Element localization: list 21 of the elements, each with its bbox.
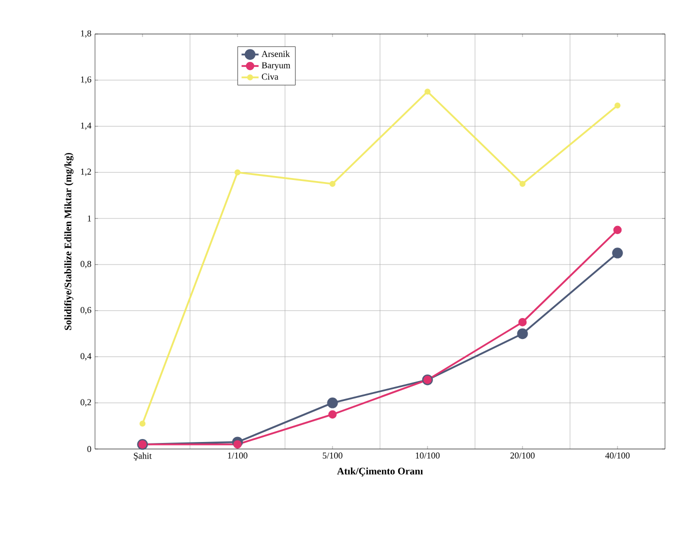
x-tick-label: Şahit [134, 452, 152, 461]
y-tick-label: 1,6 [81, 76, 92, 84]
y-tick-label: 0,6 [80, 306, 92, 314]
y-tick-label: 1,4 [81, 122, 92, 130]
y-tick-label: 1,2 [81, 168, 91, 176]
y-tick-label: 0,8 [80, 260, 92, 268]
legend-label: Arsenik [262, 50, 290, 57]
y-tick-label: 1,8 [81, 30, 92, 38]
x-tick-label: 5/100 [322, 452, 342, 459]
x-tick-label: 20/100 [510, 452, 535, 459]
x-axis-title: Atık/Çimento Oranı [337, 467, 423, 476]
legend-label: Baryum [262, 62, 290, 70]
legend-label: Civa [262, 74, 278, 80]
x-tick-label: 10/100 [416, 452, 440, 459]
x-tick-label: 40/100 [605, 452, 630, 459]
y-axis-title: Solidifiye/Stabilize Edilen Miktar (mg/kg) [64, 152, 74, 330]
x-tick-label: 1/100 [228, 452, 248, 459]
y-tick-label: 1 [88, 215, 91, 222]
y-tick-label: 0 [87, 446, 92, 452]
y-tick-label: 0,2 [80, 399, 91, 407]
y-tick-label: 0,4 [80, 353, 92, 360]
